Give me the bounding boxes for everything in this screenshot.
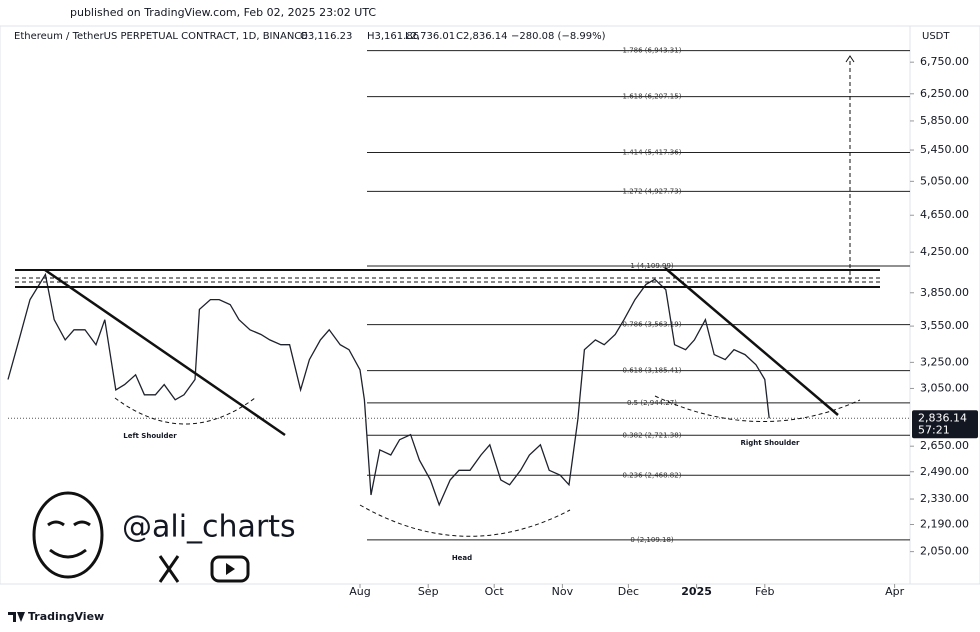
y-tick-label: 2,650.00 [920,439,969,452]
high: H3,161.86 [367,31,419,42]
x-icon [158,555,180,583]
youtube-icon [210,555,250,583]
change: −280.08 (−8.99%) [511,31,606,42]
fib-label: 0.618 (3,185.41) [623,367,682,375]
y-tick-label: 4,650.00 [920,208,969,221]
price-line [7,272,770,507]
x-tick-label: Apr [885,585,905,598]
fib-label: 0.786 (3,563.19) [623,321,682,329]
fib-label: 1.414 (5,417.36) [623,149,682,157]
close: C2,836.14 [456,31,508,42]
fib-label: 1.786 (6,943.31) [623,47,682,55]
drawings [15,55,880,537]
x-tick-label: Sep [418,585,439,598]
annotation: Head [452,554,472,562]
currency: USDT [922,31,950,42]
annotation: Left Shoulder [123,432,177,440]
arc [654,395,861,423]
fib-label: 0.5 (2,944.27) [627,399,677,407]
open: O3,116.23 [300,31,352,42]
brand-logo [8,612,25,622]
low: L2,736.01 [405,31,455,42]
y-tick-label: 2,050.00 [920,545,969,558]
face-lines [47,520,91,559]
y-tick-label: 6,250.00 [920,87,969,100]
y-tick-label: 2,330.00 [920,492,969,505]
fib-label: 0.382 (2,721.38) [623,431,682,439]
fib-label: 0.236 (2,468.82) [623,471,682,479]
trendline [44,268,286,437]
y-tick-label: 5,050.00 [920,174,969,187]
fib-label: 1.618 (6,207.15) [623,93,682,101]
countdown: 57:21 [918,423,950,436]
annotation: Right Shoulder [741,439,801,447]
face [32,491,104,579]
y-tick-label: 2,490.00 [920,465,969,478]
x-tick-label: Dec [618,585,639,598]
x-tick-label: Aug [349,585,370,598]
y-tick-label: 3,850.00 [920,286,969,299]
last-price-label: 2,836.14 [918,411,967,424]
y-tick-label: 4,250.00 [920,245,969,258]
arc [359,504,571,537]
y-tick-label: 6,750.00 [920,55,969,68]
y-tick-label: 3,050.00 [920,381,969,394]
x-tick-label: Feb [755,585,774,598]
fib-label: 0 (2,109.18) [630,536,674,544]
frame [0,25,980,585]
plot: 1.786 (6,943.31) 1.618 (6,207.15) 1.414 (5… [7,47,910,544]
y-tick-label: 5,850.00 [920,114,969,127]
play [226,563,235,575]
y-tick-label: 3,550.00 [920,319,969,332]
published: published on TradingView.com, Feb 02, 20… [70,6,376,19]
x-tick-label: 2025 [681,585,712,598]
x-tick-label: Oct [485,585,505,598]
symbol: Ethereum / TetherUS PERPETUAL CONTRACT, … [14,31,308,42]
y-tick-label: 5,450.00 [920,143,969,156]
handle: @ali_charts [122,510,296,545]
watermark: @ali_charts [32,491,296,583]
fib-label: 1.272 (4,927.73) [623,187,682,195]
y-tick-label: 2,190.00 [920,517,969,530]
x-tick-label: Nov [552,585,574,598]
last-price-box [912,410,978,439]
brand: TradingView [28,610,104,623]
arrowhead [845,55,855,63]
trendline [664,267,839,416]
fib-label: 1 (4,109.99) [630,262,674,270]
y-tick-label: 3,250.00 [920,355,969,368]
